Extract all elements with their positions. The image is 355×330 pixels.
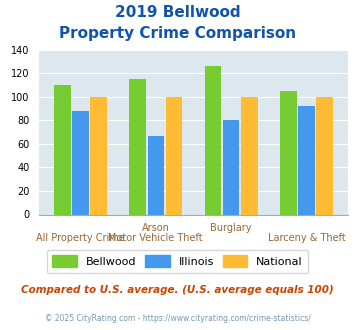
Text: All Property Crime: All Property Crime — [36, 233, 125, 243]
Text: Compared to U.S. average. (U.S. average equals 100): Compared to U.S. average. (U.S. average … — [21, 285, 334, 295]
Bar — [54, 85, 71, 214]
Bar — [223, 120, 239, 214]
Bar — [130, 79, 146, 214]
Text: Arson: Arson — [142, 223, 170, 233]
Legend: Bellwood, Illinois, National: Bellwood, Illinois, National — [47, 250, 308, 273]
Text: © 2025 CityRating.com - https://www.cityrating.com/crime-statistics/: © 2025 CityRating.com - https://www.city… — [45, 314, 310, 323]
Text: Burglary: Burglary — [211, 223, 252, 233]
Bar — [205, 66, 222, 214]
Bar — [316, 97, 333, 214]
Bar — [148, 136, 164, 214]
Text: 2019 Bellwood: 2019 Bellwood — [115, 5, 240, 20]
Bar — [72, 111, 89, 214]
Bar — [165, 97, 182, 214]
Bar — [298, 106, 315, 214]
Text: Property Crime Comparison: Property Crime Comparison — [59, 26, 296, 41]
Bar — [90, 97, 107, 214]
Text: Larceny & Theft: Larceny & Theft — [268, 233, 345, 243]
Text: Motor Vehicle Theft: Motor Vehicle Theft — [109, 233, 203, 243]
Bar — [241, 97, 257, 214]
Bar — [280, 91, 297, 214]
